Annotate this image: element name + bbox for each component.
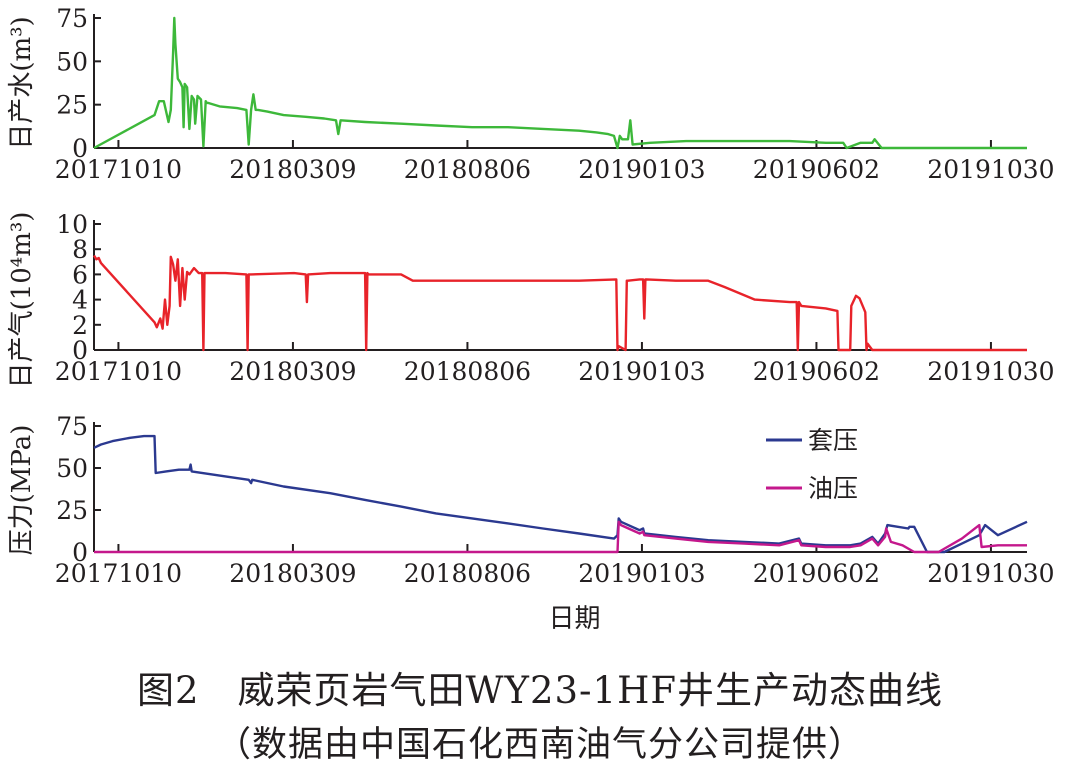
- series-line-casing-pressure: [93, 434, 1028, 554]
- x-tick-label: 20190602: [753, 155, 880, 184]
- x-axis-label: 日期: [548, 604, 600, 634]
- y-tick-label: 50: [56, 454, 88, 483]
- figure-caption-title: 图2 威荣页岩气田WY23-1HF井生产动态曲线: [136, 669, 944, 712]
- y-axis-label: 压力(MPa): [7, 425, 37, 556]
- x-tick-label: 20171010: [55, 559, 182, 588]
- x-tick-label: 20180309: [229, 155, 356, 184]
- y-tick-label: 50: [56, 47, 88, 76]
- x-tick-label: 20191030: [927, 357, 1054, 386]
- y-tick-label: 4: [72, 286, 88, 315]
- y-axis-label: 日产气(10⁴m³): [7, 212, 37, 389]
- y-tick-label: 10: [56, 210, 88, 239]
- y-tick-label: 25: [56, 91, 88, 120]
- x-tick-label: 20191030: [927, 155, 1054, 184]
- x-tick-label: 20190103: [578, 155, 705, 184]
- series-line-daily-water: [93, 16, 1027, 150]
- x-tick-label: 20171010: [55, 357, 182, 386]
- x-tick-label: 20191030: [927, 559, 1054, 588]
- series-line-daily-gas: [92, 254, 1027, 352]
- x-tick-label: 20190103: [578, 559, 705, 588]
- y-tick-label: 0: [72, 336, 88, 365]
- chart-panel-3: 0 25 50 75 20171010 20180309 20180806 20190103 2…: [7, 412, 1055, 634]
- x-tick-label: 20180309: [229, 559, 356, 588]
- x-tick-label: 20190602: [753, 357, 880, 386]
- chart-panel-1: 0 25 50 75 20171010 20180309 20180806 20190103 2…: [7, 4, 1055, 184]
- x-tick-label: 20180806: [404, 155, 531, 184]
- x-tick-label: 20190103: [578, 357, 705, 386]
- y-tick-label: 0: [72, 134, 88, 163]
- y-tick-label: 0: [72, 538, 88, 567]
- production-dynamics-figure: 0 25 50 75 20171010 20180309 20180806 20190103 2…: [7, 4, 1055, 634]
- y-tick-label: 8: [72, 235, 88, 264]
- y-tick-label: 2: [72, 311, 88, 340]
- y-axis-label: 日产水(m³): [7, 16, 37, 149]
- y-tick-label: 75: [56, 412, 88, 441]
- legend-label: 套压: [808, 426, 858, 455]
- x-tick-label: 20180806: [404, 559, 531, 588]
- y-tick-label: 6: [72, 260, 88, 289]
- x-tick-label: 20171010: [55, 155, 182, 184]
- figure-caption-source: （数据由中国石化西南油气分公司提供）: [215, 725, 864, 765]
- y-tick-label: 75: [56, 4, 88, 33]
- legend-label: 油压: [808, 474, 858, 503]
- y-tick-label: 25: [56, 496, 88, 525]
- x-tick-label: 20180309: [229, 357, 356, 386]
- x-tick-label: 20190602: [753, 559, 880, 588]
- series-line-tubing-pressure: [94, 520, 1027, 554]
- x-tick-label: 20180806: [404, 357, 531, 386]
